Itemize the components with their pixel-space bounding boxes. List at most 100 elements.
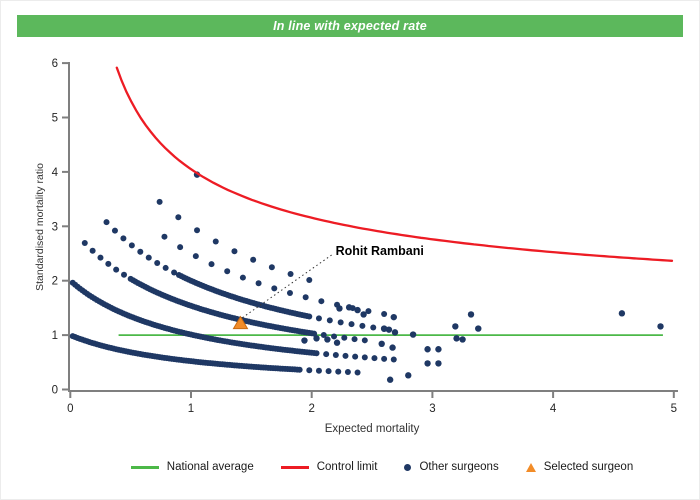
status-banner-text: In line with expected rate <box>273 19 427 33</box>
y-tick-label: 4 <box>52 167 59 179</box>
other-surgeon-dot <box>390 313 397 321</box>
other-surgeon-dot <box>113 266 120 273</box>
other-surgeon-dot <box>208 261 215 268</box>
other-surgeon-dot <box>390 356 397 363</box>
x-tick-label: 5 <box>671 403 677 415</box>
other-surgeon-dot <box>381 355 388 362</box>
x-tick-label: 1 <box>188 403 194 415</box>
legend-item-control-limit: Control limit <box>280 461 378 473</box>
other-surgeon-dot <box>351 336 358 343</box>
other-surgeon-dot <box>370 324 377 331</box>
other-surgeon-dot <box>306 276 313 283</box>
y-tick-label: 5 <box>52 113 58 125</box>
other-surgeon-dot <box>325 368 332 375</box>
other-surgeon-dot <box>121 271 128 278</box>
legend-item-selected-surgeon: Selected surgeon <box>525 461 634 473</box>
other-surgeon-dot <box>313 350 320 357</box>
other-surgeon-dot <box>386 376 394 383</box>
other-surgeon-dot <box>320 332 327 339</box>
other-surgeon-dot <box>268 264 275 271</box>
other-surgeon-dot <box>212 238 219 245</box>
other-surgeon-dot <box>255 280 262 287</box>
national-average-line-swatch <box>130 465 159 469</box>
other-surgeon-dot <box>192 253 199 260</box>
y-tick-label: 3 <box>52 221 58 233</box>
other-surgeon-dot <box>354 369 361 376</box>
other-surgeon-dot <box>315 367 322 374</box>
y-tick-label: 6 <box>52 58 58 70</box>
other-surgeon-dot <box>345 304 353 311</box>
other-surgeon-dot <box>231 248 238 255</box>
other-surgeon-dot <box>409 331 417 338</box>
other-surgeon-dot <box>103 219 110 226</box>
status-banner: In line with expected rate <box>17 15 683 37</box>
selected-surgeon-triangle <box>232 315 249 330</box>
chart-legend: National average Control limit Other sur… <box>1 454 699 480</box>
other-surgeon-dot <box>224 268 231 275</box>
other-surgeon-dot <box>306 367 313 374</box>
other-surgeon-dot <box>618 310 626 317</box>
legend-label: Other surgeons <box>419 461 499 473</box>
other-surgeon-dot <box>302 294 309 301</box>
other-surgeon-dot <box>335 368 342 375</box>
other-surgeon-dot <box>354 306 361 314</box>
other-surgeon-dot <box>271 285 278 292</box>
other-surgeon-dot <box>424 360 431 367</box>
other-surgeon-dot <box>161 233 168 240</box>
annotation-leader-line <box>242 254 332 319</box>
legend-label: Selected surgeon <box>543 461 634 473</box>
legend-item-other-surgeons: Other surgeons <box>404 461 499 473</box>
other-surgeon-dot <box>239 274 246 281</box>
other-surgeon-dot <box>361 337 368 344</box>
other-surgeon-dot <box>435 360 442 367</box>
other-surgeon-dot <box>405 372 412 379</box>
other-surgeon-dot <box>306 313 313 320</box>
other-surgeon-dot <box>459 336 466 343</box>
other-surgeon-dot <box>323 351 330 358</box>
other-surgeon-dot <box>371 355 378 362</box>
legend-item-national-average: National average <box>130 461 254 473</box>
other-surgeon-dot <box>467 311 475 318</box>
other-surgeon-dot <box>89 247 96 254</box>
other-surgeon-dot <box>311 330 318 337</box>
other-surgeon-dot <box>385 326 393 333</box>
other-surgeon-dot <box>120 235 127 242</box>
other-surgeon-dot <box>391 329 399 336</box>
other-surgeon-dot <box>137 248 144 255</box>
other-surgeon-dot <box>331 333 338 340</box>
legend-label: National average <box>166 461 254 473</box>
other-surgeon-dot <box>452 323 459 330</box>
other-surgeon-dot <box>97 254 104 261</box>
y-tick-label: 2 <box>52 276 58 288</box>
other-surgeon-dot <box>81 240 88 247</box>
other-surgeon-dot <box>359 322 366 329</box>
other-surgeon-dot <box>336 305 343 312</box>
other-surgeon-dot <box>128 242 135 249</box>
other-surgeon-dot <box>162 264 169 271</box>
other-surgeon-dot <box>337 319 344 326</box>
selected-surgeon-label: Rohit Rambani <box>336 244 424 258</box>
other-surgeon-dot <box>105 260 112 267</box>
other-surgeon-dot <box>177 244 184 251</box>
other-surgeon-dot <box>381 310 388 317</box>
legend-label: Control limit <box>316 461 378 473</box>
y-tick-label: 0 <box>52 385 58 397</box>
other-surgeon-dot <box>342 352 349 359</box>
other-surgeon-dot <box>341 334 348 341</box>
control-limit-line-swatch <box>280 465 309 469</box>
other-surgeon-dot <box>360 311 367 318</box>
other-surgeon-dot <box>326 317 333 324</box>
other-surgeon-dot <box>286 290 293 297</box>
y-axis-title: Standardised mortality ratio <box>34 163 46 291</box>
other-surgeon-dot <box>296 366 303 373</box>
other-surgeon-dot <box>378 340 385 348</box>
other-surgeon-dot <box>313 335 320 342</box>
control-limit-curve <box>115 66 674 262</box>
other-surgeons-dot-swatch <box>404 463 412 471</box>
x-axis-title: Expected mortality <box>325 423 420 435</box>
other-surgeon-dot <box>175 214 182 221</box>
other-surgeon-dot <box>380 325 388 332</box>
other-surgeon-dot <box>154 259 161 266</box>
